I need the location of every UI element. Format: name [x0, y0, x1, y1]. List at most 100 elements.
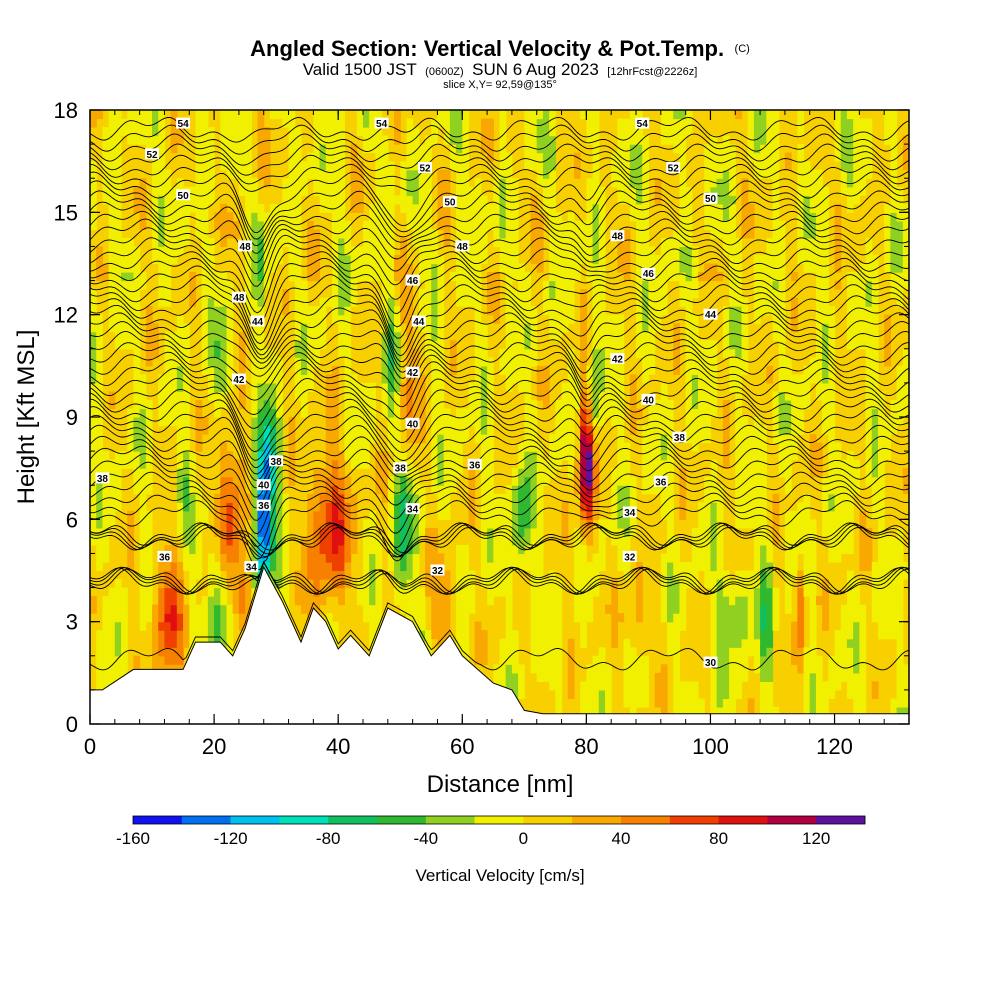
velocity-cell [611, 630, 618, 640]
velocity-cell [307, 161, 314, 171]
velocity-cell [238, 485, 246, 495]
velocity-cell [722, 689, 730, 700]
velocity-cell [214, 297, 221, 307]
velocity-cell [108, 254, 116, 265]
velocity-cell [617, 340, 625, 350]
velocity-cell [729, 152, 736, 162]
velocity-cell [443, 434, 451, 444]
velocity-cell [518, 374, 525, 384]
velocity-cell [629, 391, 637, 401]
velocity-cell [369, 203, 376, 213]
velocity-cell [431, 399, 439, 410]
velocity-cell [685, 399, 693, 410]
velocity-cell [456, 220, 463, 230]
velocity-cell [729, 638, 736, 648]
velocity-cell [772, 152, 780, 162]
velocity-cell [418, 195, 426, 205]
velocity-cell [480, 510, 488, 520]
velocity-cell [691, 561, 699, 572]
velocity-cell [679, 681, 687, 691]
velocity-cell [313, 493, 321, 503]
velocity-cell [604, 706, 612, 717]
velocity-cell [611, 596, 618, 606]
velocity-cell [722, 459, 730, 469]
velocity-cell [164, 621, 172, 631]
velocity-cell [784, 152, 792, 162]
velocity-cell [561, 246, 569, 256]
velocity-cell [257, 272, 265, 282]
velocity-cell [741, 306, 749, 316]
velocity-cell [412, 604, 420, 614]
velocity-cell [629, 195, 637, 205]
velocity-cell [300, 561, 308, 572]
velocity-cell [164, 561, 172, 572]
velocity-cell [480, 135, 488, 145]
velocity-cell [425, 229, 432, 239]
velocity-cell [524, 161, 532, 171]
velocity-cell [760, 485, 767, 495]
velocity-cell [710, 220, 718, 230]
velocity-cell [493, 297, 501, 307]
velocity-cell [356, 442, 364, 452]
velocity-cell [139, 272, 147, 282]
velocity-cell [704, 519, 712, 529]
velocity-cell [530, 519, 538, 529]
velocity-cell [331, 365, 339, 375]
velocity-cell [443, 485, 451, 495]
velocity-cell [307, 510, 314, 520]
velocity-cell [511, 229, 519, 239]
velocity-cell [809, 365, 817, 375]
velocity-cell [114, 161, 122, 171]
velocity-cell [300, 570, 308, 580]
velocity-cell [573, 570, 581, 580]
velocity-cell [679, 203, 687, 213]
velocity-cell [251, 570, 259, 580]
velocity-cell [567, 425, 575, 435]
velocity-cell [251, 365, 259, 375]
velocity-cell [480, 553, 488, 563]
velocity-cell [338, 553, 345, 563]
velocity-cell [387, 527, 395, 537]
velocity-cell [375, 604, 383, 614]
velocity-cell [772, 587, 780, 597]
velocity-cell [195, 135, 203, 145]
velocity-cell [133, 314, 141, 324]
velocity-cell [381, 476, 389, 486]
velocity-cell [344, 399, 352, 410]
velocity-cell [716, 613, 724, 623]
velocity-cell [449, 365, 457, 375]
velocity-cell [654, 178, 662, 188]
velocity-cell [431, 229, 439, 239]
velocity-cell [201, 110, 209, 120]
velocity-cell [809, 220, 817, 230]
velocity-cell [592, 579, 600, 589]
velocity-cell [319, 544, 327, 555]
velocity-cell [766, 630, 774, 640]
velocity-cell [549, 587, 556, 597]
velocity-cell [108, 391, 116, 401]
velocity-cell [127, 553, 135, 563]
velocity-cell [760, 519, 767, 529]
velocity-cell [729, 144, 736, 154]
velocity-cell [573, 527, 581, 537]
velocity-cell [474, 340, 482, 350]
velocity-cell [127, 459, 135, 469]
velocity-cell [338, 306, 345, 316]
velocity-cell [648, 485, 656, 495]
velocity-cell [449, 152, 457, 162]
velocity-cell [567, 672, 575, 682]
velocity-cell [753, 561, 761, 572]
velocity-cell [729, 331, 736, 341]
velocity-cell [542, 365, 550, 375]
velocity-cell [487, 510, 494, 520]
velocity-cell [685, 254, 693, 265]
velocity-cell [307, 382, 314, 393]
velocity-cell [784, 374, 792, 384]
velocity-cell [350, 263, 358, 273]
velocity-cell [753, 169, 761, 179]
velocity-cell [288, 220, 296, 230]
velocity-cell [387, 229, 395, 239]
velocity-cell [387, 365, 395, 375]
velocity-cell [673, 621, 681, 631]
velocity-cell [189, 561, 197, 572]
